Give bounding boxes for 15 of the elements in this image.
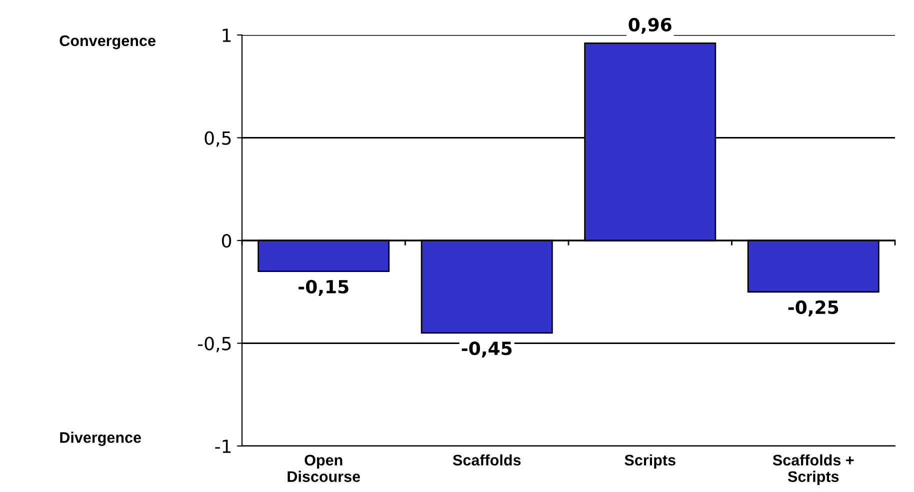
text: Convergence <box>60 35 156 50</box>
y-tick-label: -1 <box>215 440 231 453</box>
y-tick-label: 0 <box>222 234 232 248</box>
data-label: 0,96 <box>628 18 672 34</box>
data-label: -0,15 <box>298 280 348 296</box>
x-tick-label: Scaffolds <box>452 454 521 466</box>
x-tick-label: Scaffolds + Scripts <box>772 454 854 486</box>
x-tick-label: Scripts <box>624 454 676 469</box>
data-label: -0,45 <box>462 342 512 358</box>
data-label: -0,25 <box>788 300 838 316</box>
text: Divergence <box>60 432 142 446</box>
y-tick-label: 1 <box>222 28 231 42</box>
y-tick-label: 0,5 <box>204 131 231 147</box>
x-tick-label: Open Discourse <box>288 454 360 482</box>
y-tick-label: -0,5 <box>198 336 231 352</box>
